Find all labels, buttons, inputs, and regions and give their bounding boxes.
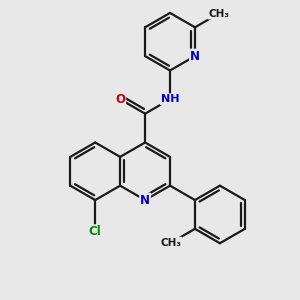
Text: O: O	[115, 93, 125, 106]
Text: CH₃: CH₃	[208, 9, 229, 19]
Text: Cl: Cl	[89, 225, 102, 238]
Text: N: N	[190, 50, 200, 63]
Text: N: N	[140, 194, 150, 207]
Text: CH₃: CH₃	[161, 238, 182, 248]
Text: NH: NH	[161, 94, 179, 104]
